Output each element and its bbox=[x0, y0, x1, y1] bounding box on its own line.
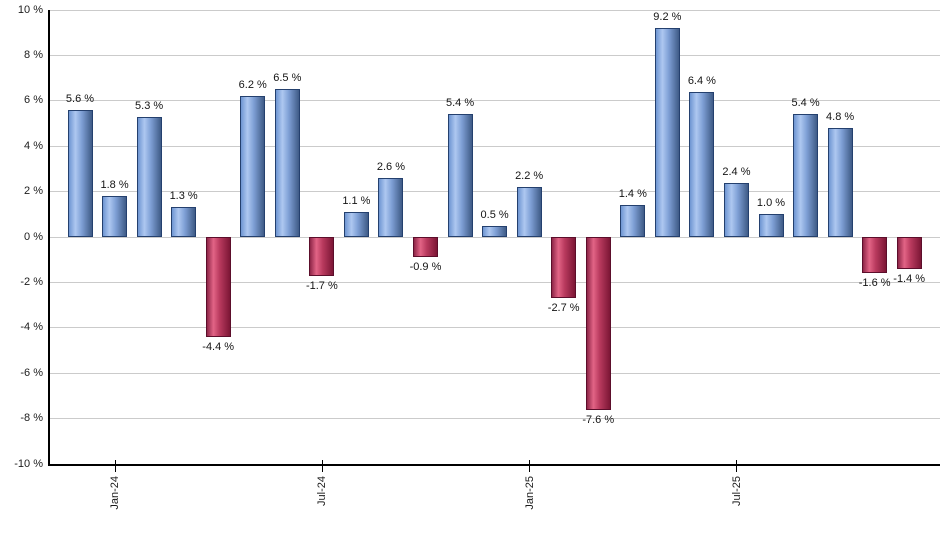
y-tick-label: -6 % bbox=[20, 366, 43, 379]
bar-value-label: 2.4 % bbox=[722, 165, 751, 178]
bar-positive bbox=[689, 91, 715, 237]
y-tick-label: -2 % bbox=[20, 275, 43, 288]
bar-negative bbox=[896, 237, 922, 269]
bar-positive bbox=[274, 89, 300, 237]
y-tick-label: 8 % bbox=[24, 48, 43, 61]
bar-positive bbox=[240, 96, 266, 237]
bar-value-label: -1.7 % bbox=[305, 279, 338, 292]
gridline bbox=[49, 281, 940, 283]
x-tick-mark bbox=[114, 460, 116, 472]
gridline bbox=[49, 54, 940, 56]
y-tick-label: -8 % bbox=[20, 412, 43, 425]
bar-positive bbox=[171, 207, 197, 237]
bar-positive bbox=[723, 182, 749, 237]
gridline bbox=[49, 145, 940, 147]
bar-value-label: -4.4 % bbox=[202, 340, 235, 353]
bar-positive bbox=[620, 205, 646, 237]
bar-value-label: -1.6 % bbox=[858, 277, 891, 290]
bar-positive bbox=[378, 177, 404, 237]
x-tick-label: Jul-25 bbox=[730, 476, 743, 506]
bar-value-label: 5.4 % bbox=[791, 97, 820, 110]
bar-positive bbox=[136, 116, 162, 237]
y-tick-label: -10 % bbox=[14, 457, 43, 470]
gridline bbox=[49, 372, 940, 374]
bar-value-label: 5.3 % bbox=[135, 99, 164, 112]
x-tick-label: Jan-24 bbox=[109, 476, 122, 510]
bar-value-label: 9.2 % bbox=[653, 11, 682, 24]
bar-positive bbox=[482, 225, 508, 237]
gridline bbox=[49, 100, 940, 102]
bar-value-label: 4.8 % bbox=[826, 111, 855, 124]
bar-value-label: 5.4 % bbox=[445, 97, 475, 110]
bar-negative bbox=[205, 237, 231, 337]
bar-positive bbox=[447, 114, 473, 237]
bar-positive bbox=[793, 114, 819, 237]
gridline bbox=[49, 9, 940, 11]
bar-value-label: 0.5 % bbox=[480, 208, 509, 221]
bar-value-label: 6.4 % bbox=[687, 74, 716, 87]
x-tick-label: Jan-25 bbox=[523, 476, 536, 510]
bar-value-label: 6.2 % bbox=[238, 79, 267, 92]
gridline bbox=[49, 236, 940, 238]
bar-value-label: 1.4 % bbox=[618, 188, 647, 201]
gridline bbox=[49, 191, 940, 193]
bar-value-label: -2.7 % bbox=[547, 302, 580, 315]
bar-negative bbox=[309, 237, 335, 276]
y-tick-label: -4 % bbox=[20, 321, 43, 334]
bar-value-label: -0.9 % bbox=[409, 261, 442, 274]
bar-value-label: 1.1 % bbox=[342, 195, 371, 208]
bar-negative bbox=[585, 237, 611, 410]
bar-value-label: 5.6 % bbox=[65, 92, 95, 105]
bar-positive bbox=[516, 187, 542, 237]
gridline bbox=[49, 418, 940, 420]
bar-positive bbox=[758, 214, 784, 237]
y-tick-label: 6 % bbox=[24, 94, 43, 107]
bar-value-label: 2.2 % bbox=[515, 170, 544, 183]
bar-positive bbox=[67, 109, 93, 237]
bar-value-label: -1.4 % bbox=[893, 272, 926, 285]
y-tick-label: 2 % bbox=[24, 185, 43, 198]
bar-positive bbox=[827, 128, 853, 237]
x-axis-line bbox=[48, 464, 940, 466]
x-tick-label: Jul-24 bbox=[316, 476, 329, 506]
bar-negative bbox=[551, 237, 577, 299]
y-axis-line bbox=[48, 10, 50, 466]
bar-negative bbox=[413, 237, 438, 258]
gridline bbox=[49, 327, 940, 329]
bar-value-label: -7.6 % bbox=[582, 413, 615, 426]
bar-value-label: 6.5 % bbox=[273, 72, 302, 85]
x-tick-mark bbox=[529, 460, 531, 472]
x-tick-mark bbox=[321, 460, 323, 472]
y-tick-label: 4 % bbox=[24, 139, 43, 152]
bar-value-label: 1.8 % bbox=[100, 179, 129, 192]
bar-value-label: 2.6 % bbox=[376, 160, 405, 173]
y-tick-label: 0 % bbox=[24, 230, 43, 243]
y-tick-label: 10 % bbox=[17, 3, 43, 16]
bar-value-label: 1.0 % bbox=[756, 197, 786, 210]
bar-positive bbox=[343, 212, 369, 237]
bar-negative bbox=[862, 237, 888, 274]
bar-positive bbox=[102, 196, 128, 237]
x-tick-mark bbox=[736, 460, 738, 472]
bar-positive bbox=[654, 28, 680, 237]
bar-value-label: 1.3 % bbox=[169, 190, 198, 203]
